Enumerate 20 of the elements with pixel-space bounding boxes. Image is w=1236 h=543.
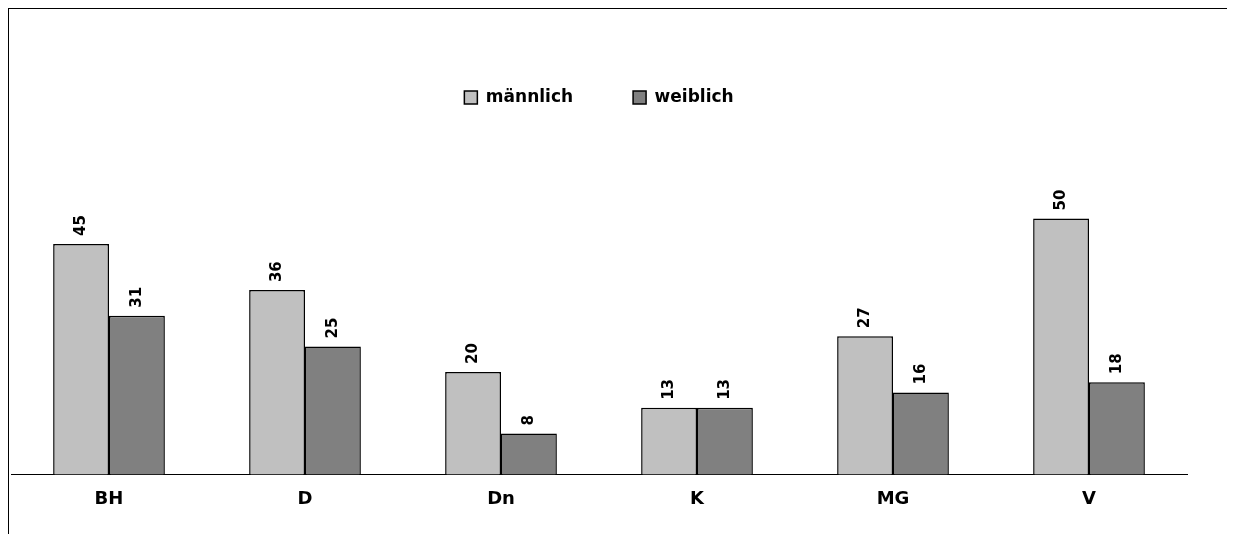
data-label: 45 — [70, 215, 89, 236]
data-label: 20 — [462, 343, 481, 364]
data-label: 27 — [854, 307, 873, 329]
x-tick-label: BH — [94, 486, 124, 508]
data-label: 18 — [1106, 353, 1125, 375]
data-label: 8 — [518, 415, 537, 426]
x-tick-label: D — [297, 486, 313, 508]
data-label: 25 — [322, 317, 341, 339]
legend-label: weiblich — [654, 85, 734, 106]
data-label: 31 — [126, 286, 145, 308]
x-tick-label: K — [690, 486, 706, 508]
data-label: 36 — [266, 261, 285, 283]
data-label: 50 — [1050, 189, 1069, 211]
data-label: 16 — [910, 363, 929, 385]
data-label: 13 — [658, 378, 677, 400]
x-tick-label: V — [1082, 486, 1097, 508]
legend-label: männlich — [485, 85, 574, 106]
x-tick-label: MG — [876, 486, 910, 508]
x-tick-label: Dn — [487, 486, 515, 508]
data-label: 13 — [714, 378, 733, 400]
